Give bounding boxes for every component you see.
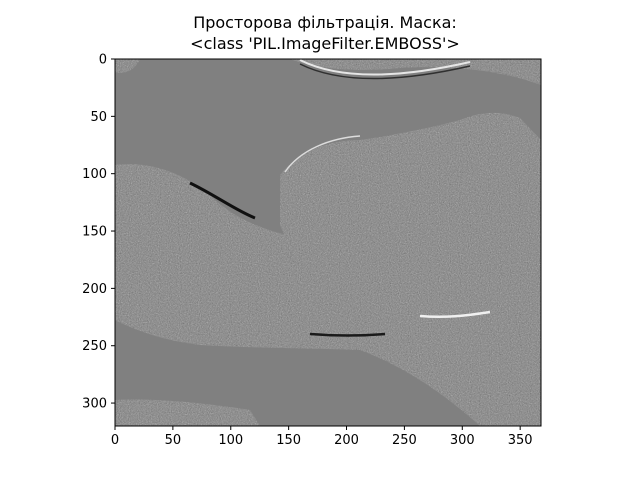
- y-tick-label: 50: [90, 110, 107, 125]
- y-tick-label: 300: [82, 397, 107, 412]
- edge-line-arc-dark: [299, 63, 471, 80]
- x-axis: 0 50 100 150 200 250 300 350: [111, 426, 533, 448]
- x-tick-label: 0: [111, 433, 119, 448]
- x-tick-label: 300: [450, 433, 475, 448]
- y-tick-label: 250: [82, 339, 107, 354]
- x-tick-label: 50: [165, 433, 182, 448]
- edge-line-light: [419, 310, 491, 319]
- y-tick-label: 200: [82, 282, 107, 297]
- axes-frame: [114, 58, 542, 427]
- x-tick-label: 100: [218, 433, 243, 448]
- textured-region-left: [115, 164, 541, 426]
- x-tick-label: 350: [508, 433, 533, 448]
- edge-line-arc: [299, 59, 471, 76]
- textured-region-top-left: [115, 59, 140, 73]
- x-tick-label: 200: [334, 433, 359, 448]
- edge-line-dark: [189, 181, 256, 220]
- x-tick-label: 250: [392, 433, 417, 448]
- y-axis: 0 50 100 150 200 250 300: [82, 53, 115, 412]
- chart-title-line-2: <class 'PIL.ImageFilter.EMBOSS'>: [190, 34, 460, 53]
- textured-region-top: [290, 59, 541, 85]
- y-tick-label: 150: [82, 225, 107, 240]
- embossed-image: [115, 59, 541, 426]
- edge-line-dark-2: [309, 332, 386, 337]
- chart-title-line-1: Просторова фільтрація. Маска:: [193, 13, 457, 32]
- edge-line-light-2: [284, 135, 361, 173]
- x-tick-label: 150: [276, 433, 301, 448]
- textured-region-bottom-left: [115, 399, 260, 426]
- textured-region-center: [280, 112, 541, 313]
- y-tick-label: 100: [82, 167, 107, 182]
- y-tick-label: 0: [99, 53, 107, 68]
